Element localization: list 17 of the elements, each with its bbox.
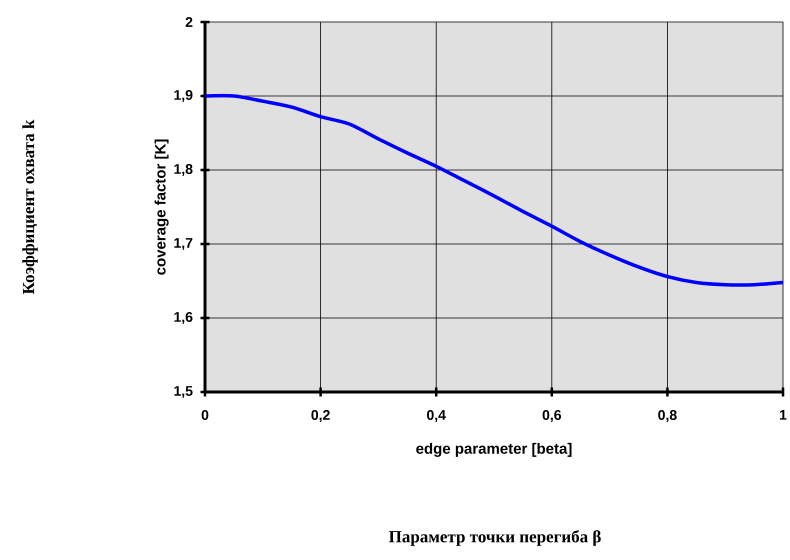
y-axis-title: coverage factor [K] — [154, 140, 169, 275]
x-tick-label: 1 — [780, 410, 787, 420]
x-tick-label: 0 — [202, 410, 208, 420]
y-tick-label: 1,9 — [174, 90, 192, 102]
y-tick-label: 1,5 — [174, 386, 193, 398]
y-tick-label: 2 — [186, 17, 192, 27]
y-tick-label: 1,7 — [174, 238, 192, 250]
x-tick-label: 0,2 — [311, 410, 330, 422]
y-tick-label: 1,8 — [174, 164, 193, 176]
x-tick-label: 0,8 — [658, 410, 677, 422]
x-axis-title: edge parameter [beta] — [416, 442, 572, 457]
x-tick-label: 0,4 — [427, 410, 446, 422]
text: Коэффициент охвата k — [22, 120, 38, 294]
x-tick-label: 0,6 — [542, 410, 562, 422]
line-series — [205, 94, 784, 287]
text: Параметр точки перегиба β — [388, 530, 601, 546]
y-tick-label: 1,6 — [174, 312, 192, 324]
